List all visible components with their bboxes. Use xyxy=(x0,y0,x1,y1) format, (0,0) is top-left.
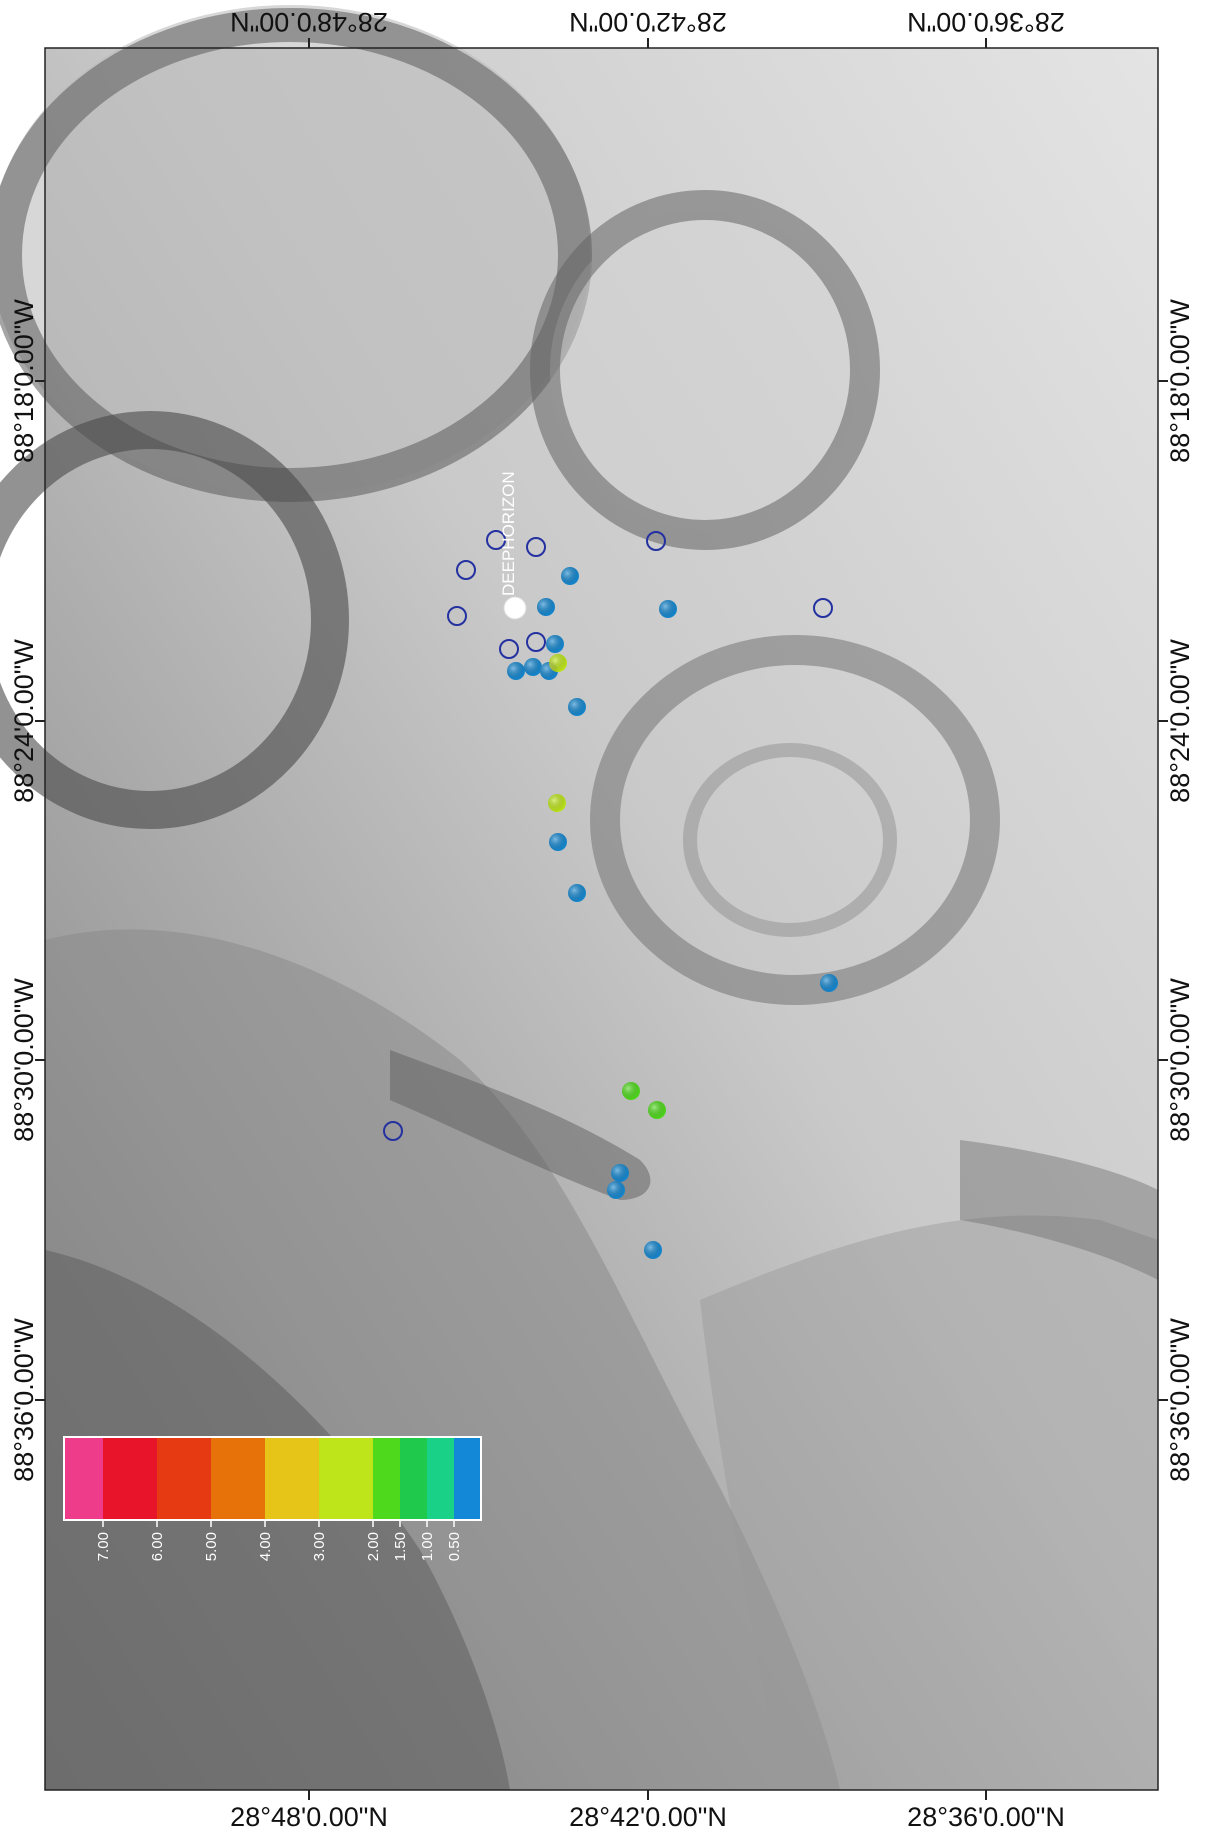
coord-label-top-2: 28°42'0.00"N xyxy=(569,7,727,37)
legend-tick-label: 7.00 xyxy=(95,1532,112,1561)
legend-swatch xyxy=(103,1438,157,1519)
legend-tick-label: 2.00 xyxy=(365,1532,382,1561)
legend-swatch xyxy=(319,1438,373,1519)
coord-label-bottom-1: 28°48'0.00"N xyxy=(230,1802,388,1832)
coord-label-left-3: 88°30'0.00"W xyxy=(9,978,39,1142)
coord-label-left-1: 88°18'0.00"W xyxy=(9,299,39,463)
coord-label-right-3: 88°30'0.00"W xyxy=(1165,978,1195,1142)
legend-swatch xyxy=(400,1438,427,1519)
legend-tick-label: 4.00 xyxy=(257,1532,274,1561)
legend-tick-label: 1.50 xyxy=(392,1532,409,1561)
open-sample-marker[interactable] xyxy=(526,537,546,557)
open-sample-marker[interactable] xyxy=(499,639,519,659)
legend-swatch xyxy=(157,1438,211,1519)
color-scale-legend: 7.00 6.00 5.00 4.00 3.00 2.00 1.50 1.00 … xyxy=(63,1436,482,1561)
frame-ticks xyxy=(35,38,1168,1800)
coord-label-left-4: 88°36'0.00"W xyxy=(9,1318,39,1482)
legend-tick-label: 6.00 xyxy=(149,1532,166,1561)
open-sample-marker[interactable] xyxy=(813,598,833,618)
coord-label-bottom-3: 28°36'0.00"N xyxy=(907,1802,1065,1832)
open-sample-marker[interactable] xyxy=(456,560,476,580)
coord-label-right-1: 88°18'0.00"W xyxy=(1165,299,1195,463)
open-sample-marker[interactable] xyxy=(646,531,666,551)
open-sample-marker[interactable] xyxy=(383,1121,403,1141)
deephorizon-label: DEEPHORIZON xyxy=(499,471,518,596)
coord-label-top-3: 28°36'0.00"N xyxy=(907,7,1065,37)
map-frame xyxy=(44,47,1159,1791)
legend-swatch xyxy=(427,1438,454,1519)
coord-label-bottom-2: 28°42'0.00"N xyxy=(569,1802,727,1832)
open-sample-marker[interactable] xyxy=(526,632,546,652)
open-sample-marker[interactable] xyxy=(447,606,467,626)
coord-label-top-1: 28°48'0.00"N xyxy=(230,7,388,37)
legend-swatch xyxy=(65,1438,103,1519)
coord-label-right-2: 88°24'0.00"W xyxy=(1165,639,1195,803)
legend-tick-label: 1.00 xyxy=(419,1532,436,1561)
legend-swatch xyxy=(373,1438,400,1519)
legend-tick-label: 0.50 xyxy=(446,1532,463,1561)
legend-tick-label: 3.00 xyxy=(311,1532,328,1561)
deephorizon-station-marker[interactable] xyxy=(503,596,527,620)
open-sample-marker[interactable] xyxy=(486,530,506,550)
sample-markers xyxy=(383,530,838,1259)
coord-label-right-4: 88°36'0.00"W xyxy=(1165,1318,1195,1482)
legend-tick-label: 5.00 xyxy=(203,1532,220,1561)
legend-swatch xyxy=(454,1438,480,1519)
coord-label-left-2: 88°24'0.00"W xyxy=(9,639,39,803)
legend-swatch xyxy=(265,1438,319,1519)
legend-swatch xyxy=(211,1438,265,1519)
